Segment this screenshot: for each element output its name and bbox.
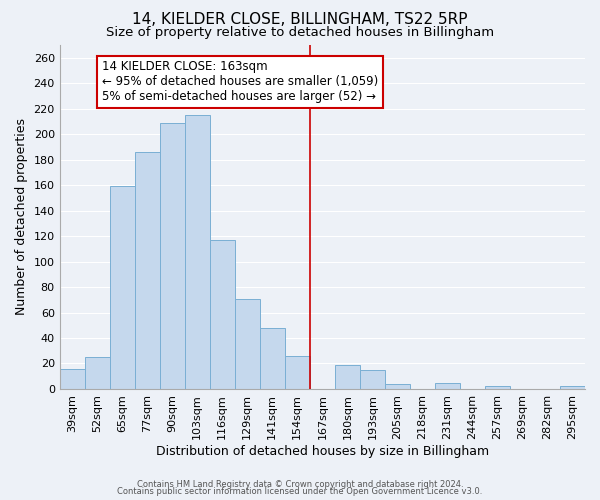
Bar bbox=[260, 328, 285, 389]
Text: 14, KIELDER CLOSE, BILLINGHAM, TS22 5RP: 14, KIELDER CLOSE, BILLINGHAM, TS22 5RP bbox=[132, 12, 468, 28]
Bar bbox=[335, 365, 360, 389]
Bar bbox=[110, 186, 135, 389]
Bar bbox=[135, 152, 160, 389]
Bar bbox=[160, 122, 185, 389]
Text: 14 KIELDER CLOSE: 163sqm
← 95% of detached houses are smaller (1,059)
5% of semi: 14 KIELDER CLOSE: 163sqm ← 95% of detach… bbox=[102, 60, 379, 104]
Bar bbox=[560, 386, 585, 389]
Text: Contains HM Land Registry data © Crown copyright and database right 2024.: Contains HM Land Registry data © Crown c… bbox=[137, 480, 463, 489]
Bar bbox=[360, 370, 385, 389]
Y-axis label: Number of detached properties: Number of detached properties bbox=[15, 118, 28, 316]
Bar bbox=[485, 386, 510, 389]
Text: Size of property relative to detached houses in Billingham: Size of property relative to detached ho… bbox=[106, 26, 494, 39]
X-axis label: Distribution of detached houses by size in Billingham: Distribution of detached houses by size … bbox=[156, 444, 489, 458]
Text: Contains public sector information licensed under the Open Government Licence v3: Contains public sector information licen… bbox=[118, 487, 482, 496]
Bar bbox=[59, 368, 85, 389]
Bar bbox=[385, 384, 410, 389]
Bar bbox=[210, 240, 235, 389]
Bar bbox=[285, 356, 310, 389]
Bar bbox=[235, 298, 260, 389]
Bar bbox=[85, 357, 110, 389]
Bar bbox=[185, 115, 210, 389]
Bar bbox=[435, 382, 460, 389]
